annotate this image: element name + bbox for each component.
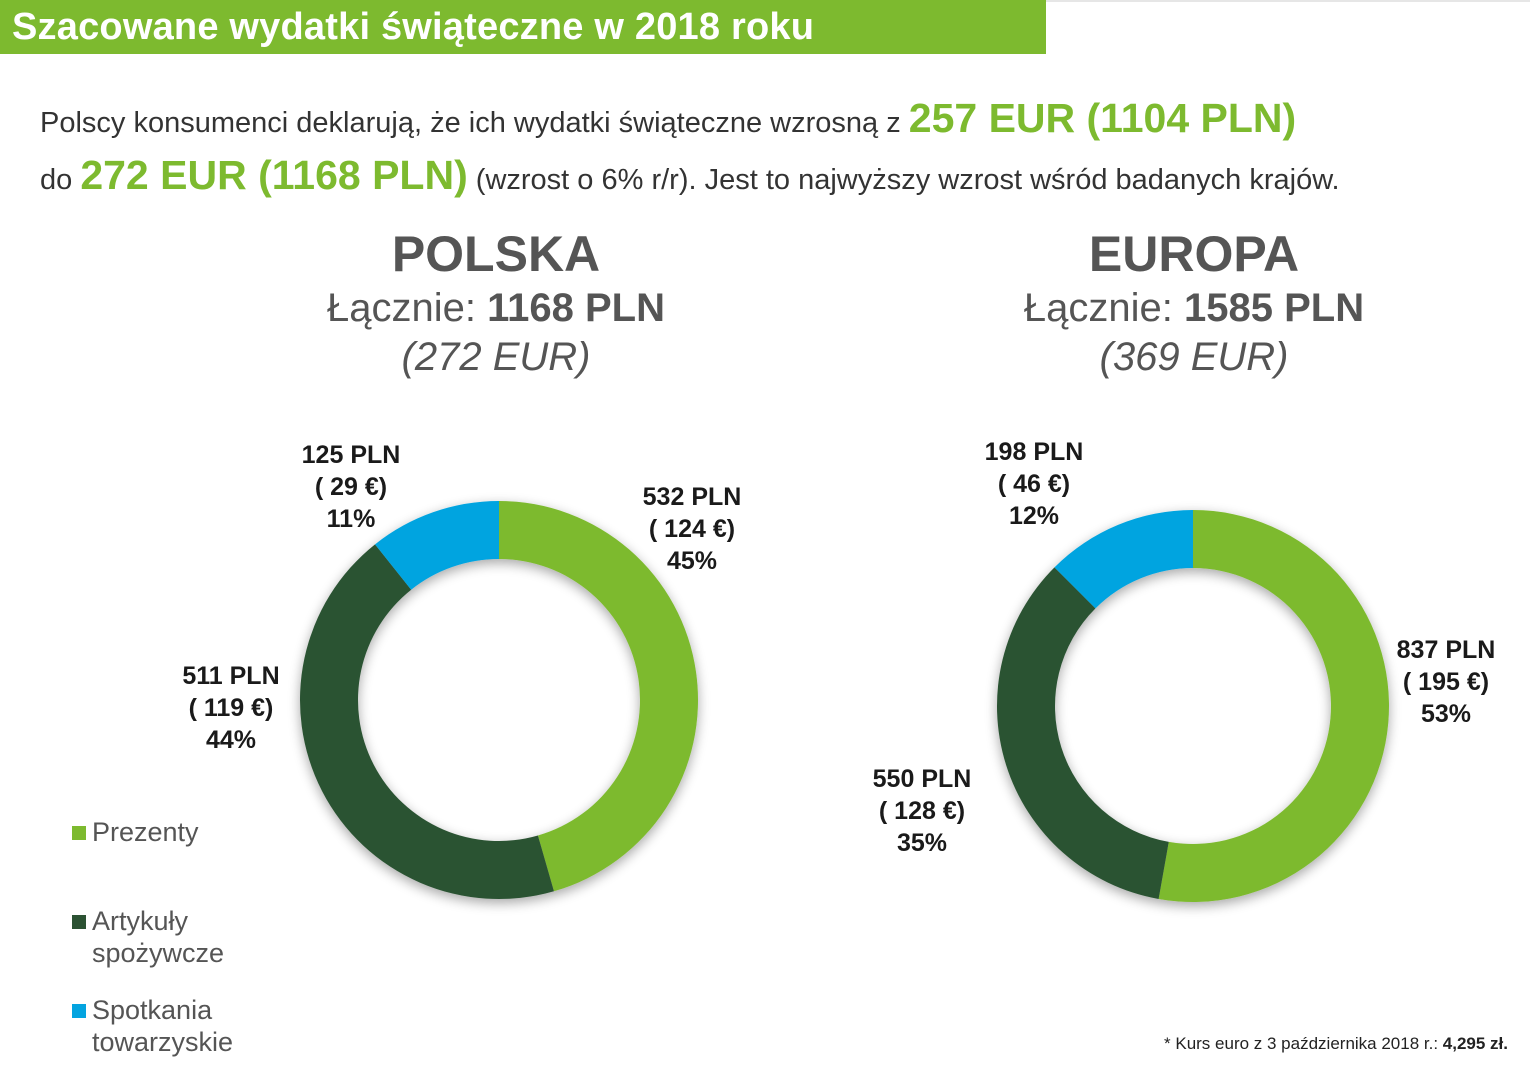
data-label-line: 11% <box>327 505 376 533</box>
panel-total-label: Łącznie: <box>1023 286 1184 330</box>
data-label-line: 35% <box>897 829 947 857</box>
panel-country: EUROPA <box>1088 226 1300 282</box>
page-title: Szacowane wydatki świąteczne w 2018 roku <box>12 6 815 48</box>
panel-country: POLSKA <box>391 226 601 282</box>
legend-swatch <box>72 915 86 929</box>
donut-slice-prezenty <box>499 501 699 892</box>
intro-highlight-2: 272 EUR (1168 PLN) <box>80 152 468 198</box>
data-label-line: 837 PLN <box>1397 636 1496 664</box>
data-label-spotkania: 125 PLN ( 29 €) 11% <box>302 441 401 533</box>
legend-swatch <box>72 1004 86 1018</box>
donut-slice-artykuly <box>997 567 1169 899</box>
data-label-line: 198 PLN <box>985 438 1084 466</box>
intro-line-2-prefix: do <box>40 164 81 196</box>
intro-text: Polscy konsumenci deklarują, że ich wyda… <box>40 92 1510 206</box>
data-label-line: 532 PLN <box>643 483 742 511</box>
data-label-line: 550 PLN <box>873 765 972 793</box>
donut-europa <box>997 510 1390 903</box>
footnote: * Kurs euro z 3 października 2018 r.: 4,… <box>1164 1034 1508 1054</box>
legend-label: Spotkania towarzyskie <box>92 995 234 1057</box>
data-label-line: ( 124 €) <box>649 515 735 543</box>
title-bar: Szacowane wydatki świąteczne w 2018 roku <box>0 0 1046 54</box>
legend-swatch <box>72 826 86 840</box>
panel-head-europa: EUROPA Łącznie: 1585 PLN (369 EUR) <box>894 226 1494 380</box>
data-label-line: 45% <box>667 547 717 575</box>
donut-slice-spotkania <box>1054 510 1193 609</box>
footnote-value: 4,295 zł. <box>1442 1034 1508 1053</box>
data-label-line: ( 195 €) <box>1403 668 1489 696</box>
data-label-line: 44% <box>206 726 256 754</box>
data-label-artykuly: 550 PLN ( 128 €) 35% <box>873 765 972 857</box>
data-label-line: ( 46 €) <box>998 470 1070 498</box>
panel-total: Łącznie: 1168 PLN <box>196 282 796 334</box>
data-label-line: ( 128 €) <box>879 797 965 825</box>
data-label-line: 53% <box>1421 700 1471 728</box>
data-label-prezenty: 532 PLN ( 124 €) 45% <box>643 483 742 575</box>
data-label-line: ( 29 €) <box>315 473 387 501</box>
panel-total-value: 1585 PLN <box>1184 286 1365 330</box>
donut-slice-artykuly <box>299 544 554 899</box>
data-label-spotkania: 198 PLN ( 46 €) 12% <box>985 438 1084 530</box>
panel-head-polska: POLSKA Łącznie: 1168 PLN (272 EUR) <box>196 226 796 380</box>
data-label-line: ( 119 €) <box>189 694 274 722</box>
panel-total-eur: (369 EUR) <box>1099 335 1289 379</box>
data-label-prezenty: 837 PLN ( 195 €) 53% <box>1397 636 1496 728</box>
legend-label: Artykuły spożywcze <box>92 906 225 968</box>
data-label-artykuly: 511 PLN ( 119 €) 44% <box>182 662 279 754</box>
intro-line-1-text: Polscy konsumenci deklarują, że ich wyda… <box>40 107 909 139</box>
intro-highlight-1: 257 EUR (1104 PLN) <box>908 95 1297 141</box>
donut-polska <box>299 501 699 899</box>
panel-total-label: Łącznie: <box>327 286 488 330</box>
data-label-line: 511 PLN <box>182 662 279 690</box>
donut-slice-prezenty <box>1158 510 1390 903</box>
top-rule <box>1046 0 1530 2</box>
panel-total-eur: (272 EUR) <box>401 335 591 379</box>
panel-total: Łącznie: 1585 PLN <box>894 282 1494 334</box>
footnote-text: * Kurs euro z 3 października 2018 r.: <box>1164 1034 1443 1053</box>
intro-line-1: Polscy konsumenci deklarują, że ich wyda… <box>40 92 1510 149</box>
data-label-line: 12% <box>1009 502 1059 530</box>
donut-slice-spotkania <box>375 501 499 590</box>
data-label-line: 125 PLN <box>302 441 401 469</box>
legend-label: Prezenty <box>92 817 199 847</box>
intro-line-2-text: (wzrost o 6% r/r). Jest to najwyższy wzr… <box>467 164 1340 196</box>
intro-line-2: do 272 EUR (1168 PLN) (wzrost o 6% r/r).… <box>40 149 1510 206</box>
panel-total-value: 1168 PLN <box>487 286 665 330</box>
